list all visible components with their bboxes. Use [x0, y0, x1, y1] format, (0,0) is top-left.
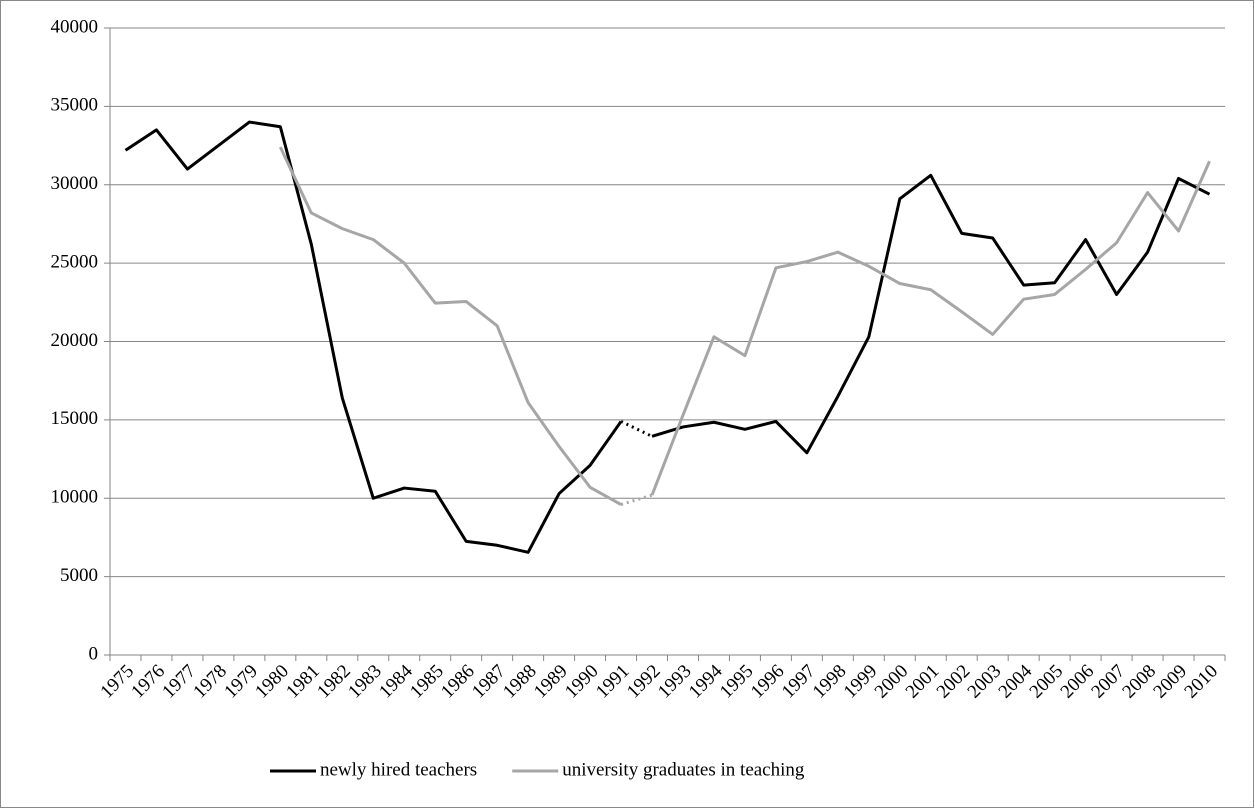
y-tick-label: 40000	[51, 16, 99, 37]
series-line	[278, 146, 622, 506]
series-line	[651, 173, 1211, 455]
legend: newly hired teachers university graduates…	[270, 759, 805, 780]
y-tick-label: 5000	[60, 565, 98, 586]
legend-label: university graduates in teaching	[562, 759, 805, 780]
y-tick-label: 25000	[51, 251, 99, 272]
y-tick-label: 20000	[51, 330, 99, 351]
series-line	[650, 160, 1211, 496]
y-tick-label: 15000	[51, 408, 99, 429]
y-tick-label: 10000	[51, 487, 99, 508]
legend-label: newly hired teachers	[320, 759, 477, 780]
y-tick-label: 30000	[51, 173, 99, 194]
y-tick-label: 35000	[51, 95, 99, 116]
y-tick-label: 0	[89, 643, 99, 664]
series-line	[124, 120, 623, 554]
